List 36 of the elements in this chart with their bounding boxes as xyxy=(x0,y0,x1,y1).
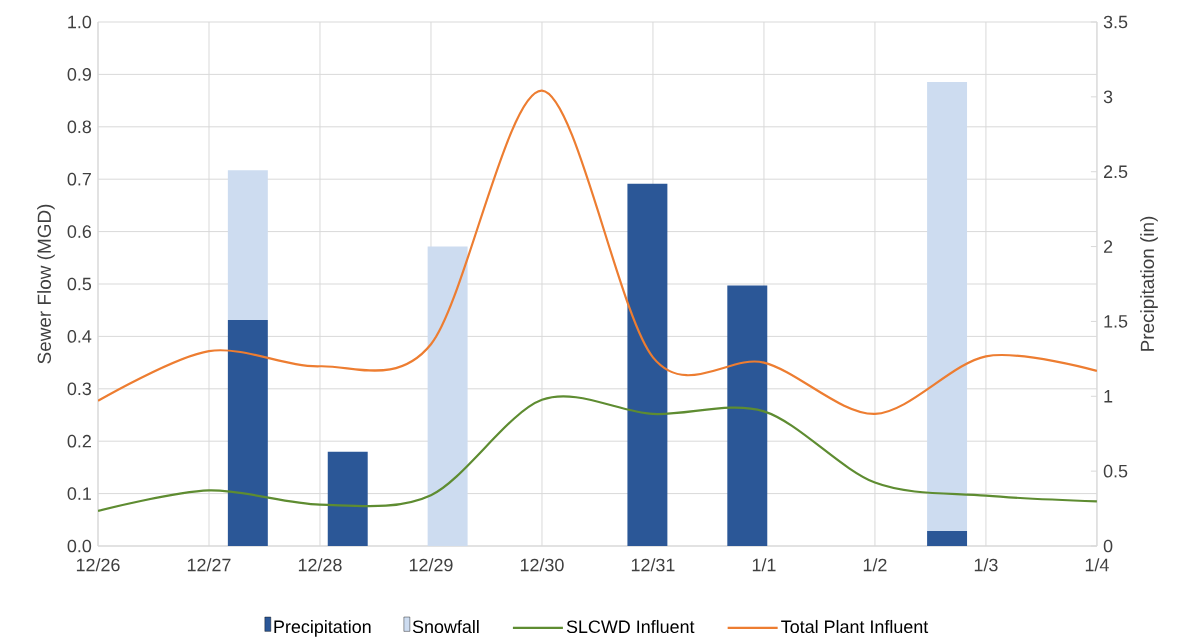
x-tick-label: 1/2 xyxy=(863,558,887,572)
y-tick-label: 0.4 xyxy=(67,330,92,343)
legend-label: Precipitation xyxy=(274,619,371,637)
y-tick-label: 0.7 xyxy=(67,172,91,186)
y-tick-label: 0.8 xyxy=(67,120,92,134)
y2-tick-label: 1.5 xyxy=(1104,315,1128,328)
x-tick-label: 12/26 xyxy=(76,558,120,572)
y-tick-label: 0.9 xyxy=(67,68,91,81)
y-axis-title: Sewer Flow (MGD) xyxy=(37,204,55,364)
legend-label: SLCWD Influent xyxy=(566,619,695,634)
legend-label: Total Plant Influent xyxy=(781,619,929,634)
y-tick-label: 0.6 xyxy=(67,225,92,238)
y2-tick-label: 0 xyxy=(1103,539,1113,553)
y-tick-label: 0.3 xyxy=(67,382,92,396)
x-tick-label: 12/30 xyxy=(520,558,564,572)
y2-tick-label: 3.5 xyxy=(1103,15,1128,29)
y-tick-label: 0.5 xyxy=(67,277,92,291)
y-tick-label: 0.1 xyxy=(67,487,91,500)
y2-tick-label: 3 xyxy=(1103,90,1113,104)
x-tick-label: 12/29 xyxy=(409,558,453,572)
line-series xyxy=(98,89,1097,416)
y-tick-label: 1.0 xyxy=(68,15,92,29)
x-tick-label: 1/4 xyxy=(1085,558,1109,572)
y2-tick-label: 1 xyxy=(1104,390,1113,403)
y2-tick-label: 2.5 xyxy=(1103,165,1128,179)
x-tick-label: 1/1 xyxy=(752,558,776,572)
x-tick-label: 1/3 xyxy=(974,558,998,572)
y-tick-label: 0.0 xyxy=(67,539,92,553)
x-tick-label: 12/31 xyxy=(631,558,675,572)
x-tick-label: 12/28 xyxy=(298,558,342,572)
x-tick-label: 12/27 xyxy=(187,558,231,572)
y2-tick-label: 0.5 xyxy=(1103,464,1128,478)
y2-axis-title: Precipitation (in) xyxy=(1140,216,1158,351)
legend-label: Snowfall xyxy=(412,619,479,634)
y2-tick-label: 2 xyxy=(1103,240,1113,253)
y-tick-label: 0.2 xyxy=(67,434,91,448)
